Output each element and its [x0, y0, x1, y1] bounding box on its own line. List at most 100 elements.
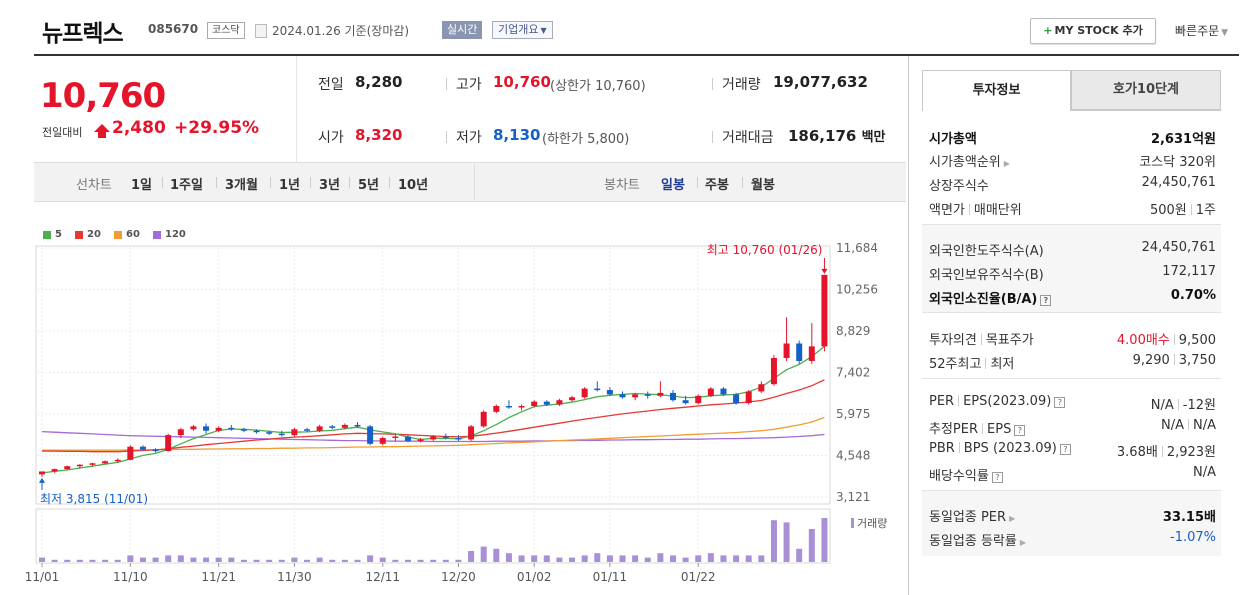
period-3y[interactable]: 3년 — [319, 178, 341, 193]
candle-body — [518, 406, 525, 408]
y-tick-label: 7,402 — [836, 366, 870, 380]
volume-bar — [203, 557, 210, 562]
candle-body — [733, 394, 740, 404]
price-chart[interactable]: 11/01 11/10 11/21 11/30 12/11 12/20 01/02 01/11… — [0, 0, 906, 595]
candle-body — [190, 426, 197, 430]
volume-bar — [190, 557, 197, 562]
volume-bar — [808, 529, 815, 562]
52w-values: 9,290 3,750 — [1133, 353, 1216, 368]
candle-body — [758, 384, 765, 392]
volume-bar — [669, 555, 676, 562]
est-per-text: 추정PER — [929, 422, 979, 437]
industry-change-label[interactable]: 동일업종 등락률 ▶ — [929, 530, 1026, 549]
volume-frame — [35, 508, 831, 564]
candle-body — [682, 400, 689, 404]
chart-frame — [35, 245, 831, 505]
candle-weekly[interactable]: 주봉 — [705, 178, 729, 193]
volume-bar — [531, 555, 538, 562]
upper-limit-text: (상한가 10,760) — [550, 79, 646, 94]
separator — [1173, 354, 1175, 365]
foreign-holding-label: 외국인보유주식수(B) — [929, 268, 1044, 283]
candle-body — [442, 436, 449, 439]
candle-body — [228, 427, 235, 430]
volume-bar — [442, 559, 449, 562]
bps-text: BPS (2023.09) — [963, 441, 1057, 456]
volume-bar — [367, 555, 374, 562]
help-icon[interactable]: ? — [1059, 444, 1071, 455]
volume-bar — [556, 557, 563, 562]
candle-monthly[interactable]: 월봉 — [751, 178, 775, 193]
volume-bar — [821, 518, 828, 562]
help-icon[interactable]: ? — [1040, 295, 1052, 306]
help-icon[interactable]: ? — [991, 472, 1003, 483]
volume-bar — [177, 555, 184, 562]
separator — [982, 423, 984, 434]
separator — [389, 177, 390, 188]
opinion-label: 투자의견 목표주가 — [929, 329, 1034, 348]
candle-daily[interactable]: 일봉 — [661, 178, 685, 193]
volume-bar — [341, 559, 348, 562]
volume-bar — [291, 557, 298, 562]
stock-code: 085670 — [148, 22, 199, 36]
help-icon[interactable]: ? — [1054, 397, 1066, 408]
legend-ma120: 120 — [165, 229, 186, 240]
volume-bar — [543, 555, 550, 562]
eps-text: EPS(2023.09) — [963, 394, 1052, 409]
candle-body — [808, 346, 815, 361]
volume-bar — [64, 559, 71, 562]
chevron-down-icon: ▼ — [1221, 28, 1229, 38]
candle-body — [707, 388, 714, 396]
y-tick-label: 10,256 — [836, 283, 878, 297]
market-cap-rank-label[interactable]: 시가총액순위 ▶ — [929, 151, 1010, 170]
add-mystock-button[interactable]: + MY STOCK 추가 — [1030, 18, 1156, 44]
section-divider — [922, 378, 1221, 379]
separator — [474, 164, 475, 200]
prev-diff-label: 전일대비 — [42, 126, 83, 139]
foreign-section — [922, 225, 1221, 312]
realtime-button[interactable]: 실시간 — [442, 21, 483, 39]
candle-body — [177, 429, 184, 436]
industry-change-value: -1.07% — [1170, 530, 1216, 545]
candle-body — [89, 463, 96, 465]
candle-body — [455, 437, 462, 440]
add-mystock-label: MY STOCK 추가 — [1054, 24, 1143, 37]
industry-per-label[interactable]: 동일업종 PER ▶ — [929, 506, 1015, 525]
period-10y[interactable]: 10년 — [398, 178, 429, 193]
legend-swatch-ma20 — [75, 231, 83, 239]
period-1d[interactable]: 1일 — [131, 178, 153, 193]
par-value: 500원 — [1149, 203, 1187, 218]
volume-value: 19,077,632 — [773, 73, 868, 91]
period-1y[interactable]: 1년 — [279, 178, 301, 193]
tab-order-book[interactable]: 호가10단계 — [1071, 70, 1221, 110]
tab-investment-info[interactable]: 투자정보 — [922, 70, 1071, 111]
period-5y[interactable]: 5년 — [358, 178, 380, 193]
period-3m[interactable]: 3개월 — [225, 178, 258, 193]
date-basis: 2024.01.26 기준(장마감) — [272, 24, 410, 38]
company-overview-dropdown[interactable]: 기업개요 ▼ — [492, 21, 553, 39]
open-label: 시가 — [318, 130, 344, 146]
target-price-text: 목표주가 — [985, 333, 1034, 348]
quick-order-button[interactable]: 빠른주문 ▼ — [1175, 22, 1228, 39]
help-icon[interactable]: ? — [1014, 425, 1026, 436]
volume-bar — [581, 555, 588, 562]
volume-bar — [745, 555, 752, 562]
period-1w[interactable]: 1주일 — [170, 178, 203, 193]
separator — [1161, 446, 1163, 457]
amount-value: 186,176 백만 — [788, 126, 885, 145]
max-arrow-head — [821, 268, 828, 274]
volume-bar — [644, 557, 651, 562]
volume-legend-swatch — [851, 518, 854, 528]
candle-body — [720, 388, 727, 395]
candle-body — [695, 395, 702, 404]
candle-body — [39, 471, 45, 475]
opinion-value: 4.00매수 — [1116, 333, 1170, 348]
max-annotation: 최고 10,760 (01/26) — [707, 243, 823, 257]
volume-bar — [518, 555, 525, 562]
y-tick-label: 11,684 — [836, 241, 878, 255]
prev-close-value: 8,280 — [355, 73, 403, 91]
52w-label: 52주최고 최저 — [929, 353, 1014, 372]
candle-body — [404, 436, 411, 441]
plus-icon: + — [1043, 24, 1053, 37]
volume-bar — [505, 553, 512, 562]
target-price-value: 9,500 — [1178, 333, 1216, 348]
